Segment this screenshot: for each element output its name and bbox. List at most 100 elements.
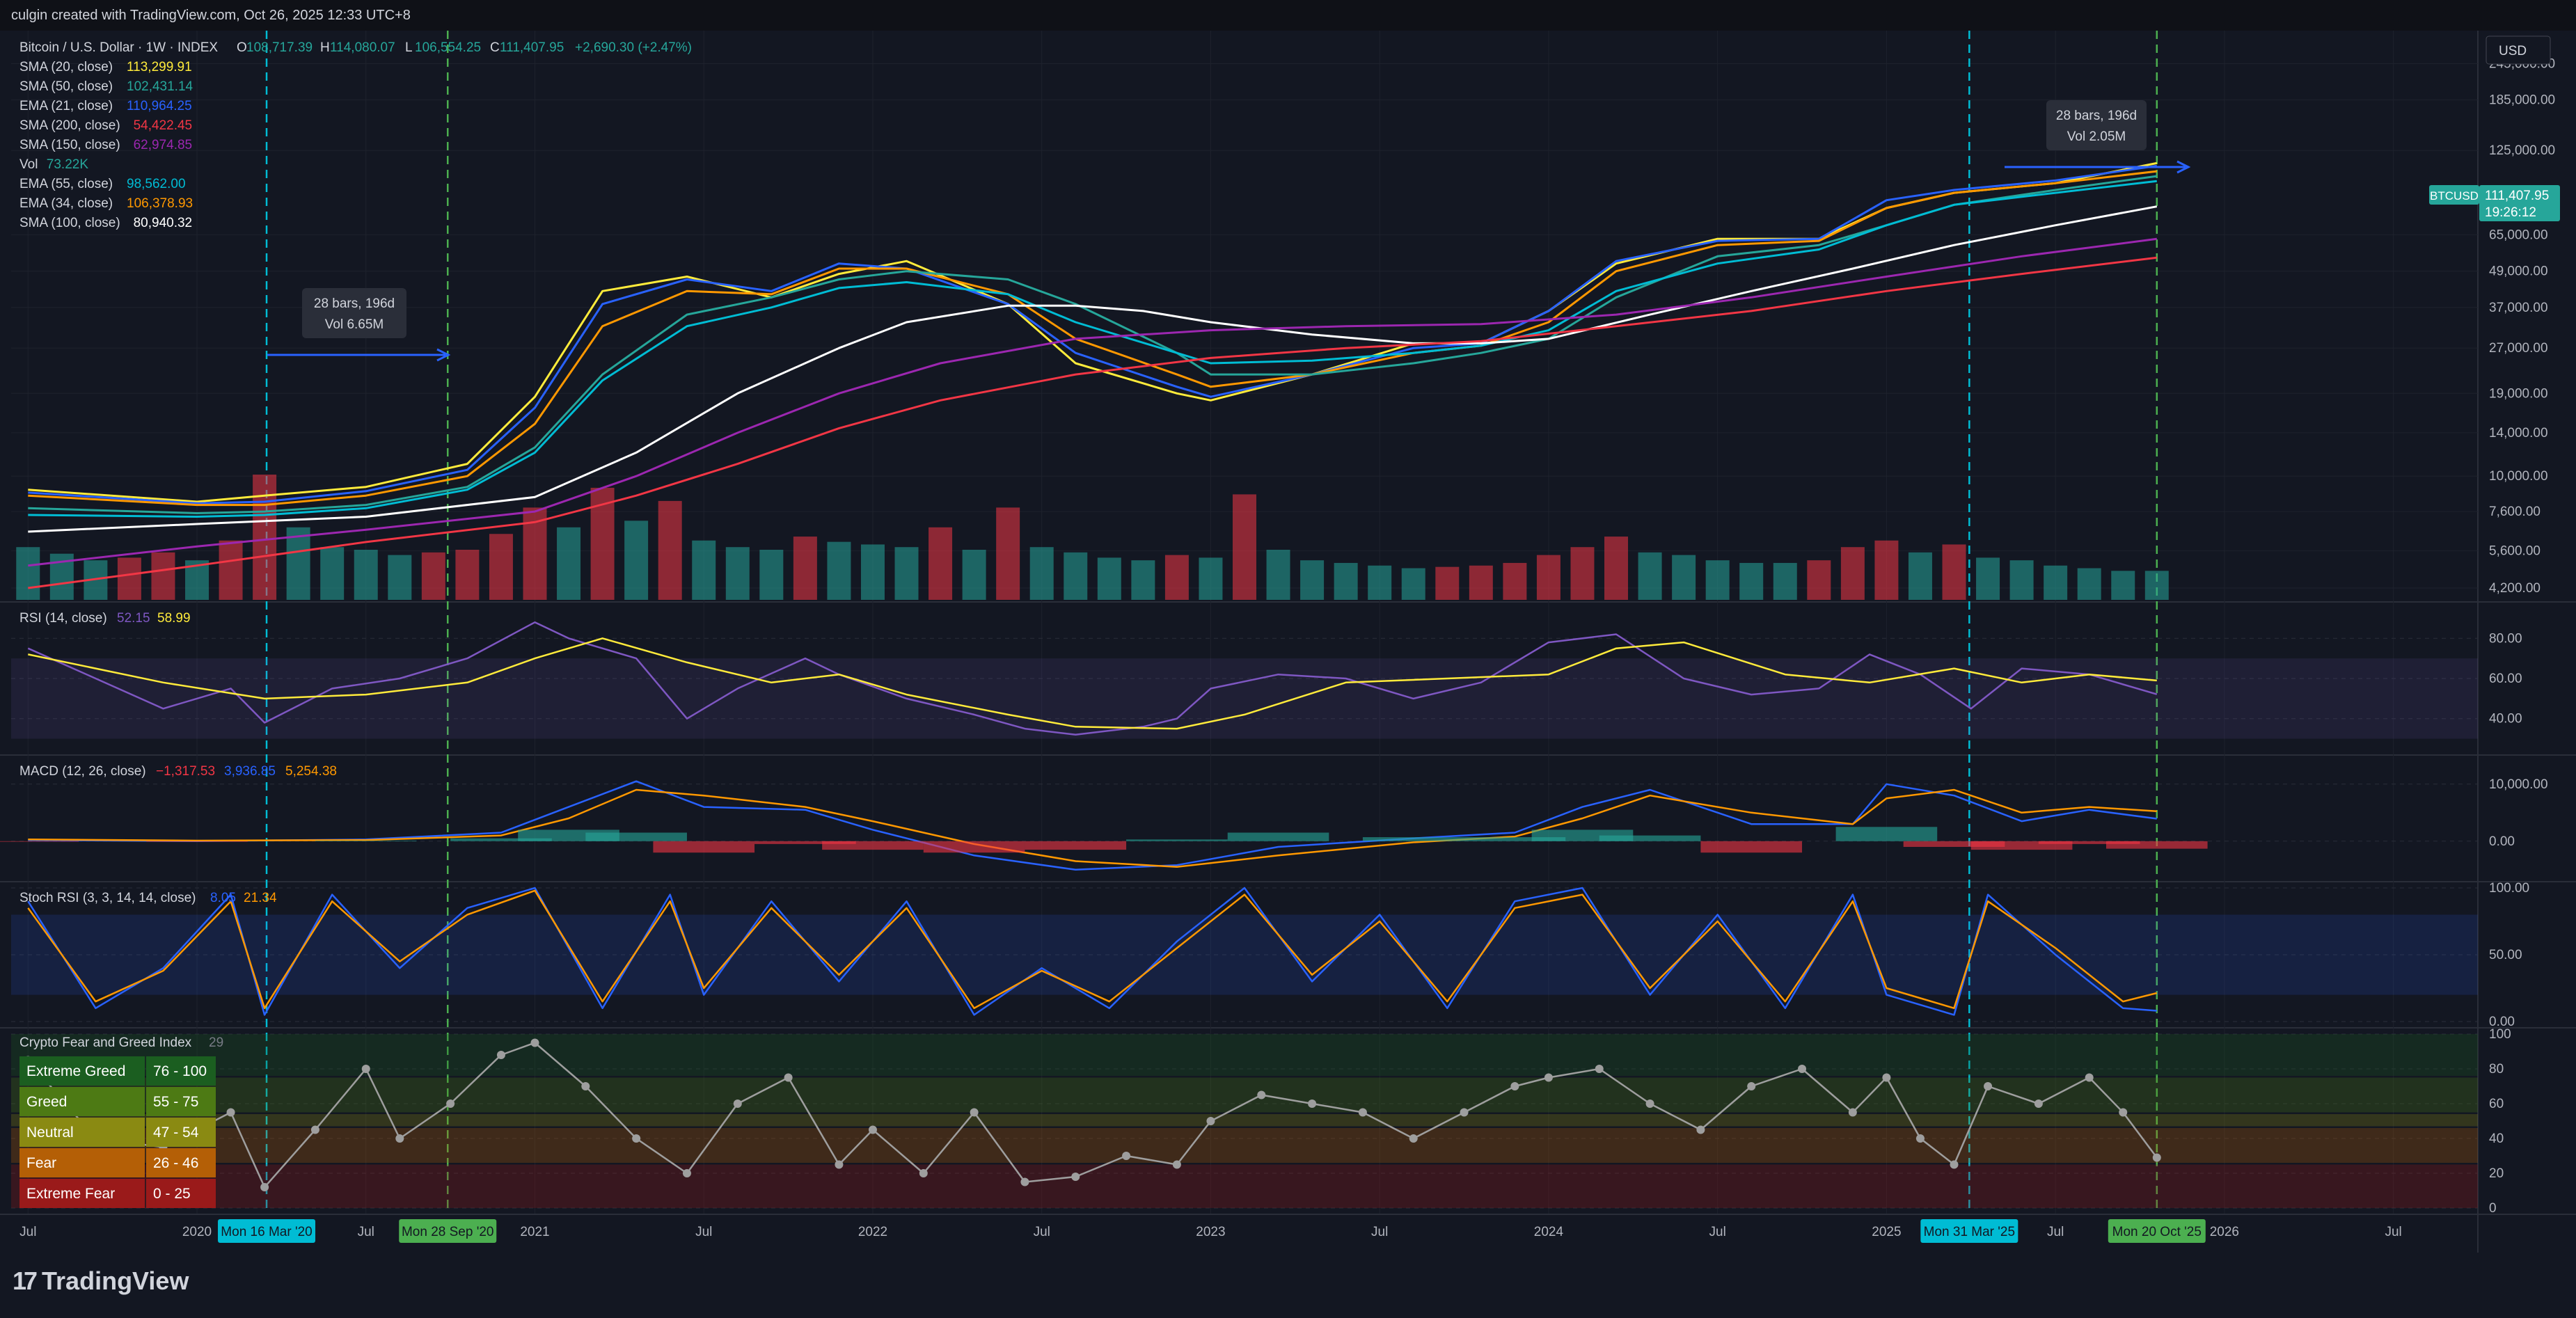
volume-bar [253,475,277,600]
volume-bar [1435,566,1460,600]
fg-point [2034,1099,2043,1108]
fg-point [1172,1160,1181,1169]
volume-bar [1266,550,1290,600]
volume-bar [1164,555,1189,600]
marker-badge-bg [399,1219,497,1243]
indicator-label: SMA (50, close) [19,79,113,94]
fg-table-range: 55 - 75 [153,1094,198,1110]
volume-bar [1874,540,1899,600]
stoch-rsi-lines [11,887,2478,1016]
range-box-1-bars: 28 bars, 196d [314,296,395,311]
price-tick-label: 14,000.00 [2489,426,2548,440]
fg-legend: Crypto Fear and Greed Index 29 [19,1035,223,1050]
fg-table-name: Extreme Greed [26,1063,125,1079]
volume-bar [1233,494,1256,600]
volume-bar [1976,557,2000,600]
volume-bar [2077,568,2101,600]
price-tick-label: 5,600.00 [2489,544,2541,559]
fg-tick-label: 80 [2489,1062,2504,1077]
indicator-label: SMA (150, close) [19,138,120,152]
fg-table-range: 26 - 46 [153,1155,198,1171]
currency-badge[interactable]: USD [2486,35,2551,65]
fg-label: Crypto Fear and Greed Index [19,1035,192,1050]
range-box-2[interactable]: 28 bars, 196d Vol 2.05M [2005,100,2191,174]
fg-point [1984,1082,1993,1090]
fg-zone-band [11,1114,2478,1127]
price-tick-label: 10,000.00 [2489,469,2548,484]
price-tick-label: 4,200.00 [2489,581,2541,596]
range-arrow-1-head [436,348,451,362]
volume-bar [2144,571,2169,600]
volume-bar [151,552,175,600]
indicator-value: 54,422.45 [134,118,193,133]
stoch-tick-label: 100.00 [2489,881,2529,896]
macd-value-3: 5,254.38 [285,764,337,779]
rsi-label: RSI (14, close) [19,611,107,626]
volume-bar [1029,547,1054,600]
stoch-tick-label: 0.00 [2489,1015,2515,1029]
macd-histogram-bar [1362,837,1464,841]
series-sma-100-close- [28,205,2158,533]
fg-table-name: Fear [26,1155,56,1171]
ohlc-high-key: H [320,40,330,55]
fg-point [1257,1090,1266,1099]
credit-text: culgin created with TradingView.com, Oct… [11,8,411,23]
time-tick-label: 2026 [2210,1225,2239,1239]
tradingview-logo[interactable]: 17 TradingView [13,1267,189,1296]
time-tick-label: 2021 [520,1225,549,1239]
macd-tick-label: 10,000.00 [2489,777,2548,792]
rsi-band [11,658,2478,739]
macd-histogram-bar [146,841,248,842]
fg-table-name: Greed [26,1094,67,1110]
macd-histogram-bar [585,832,687,841]
fg-point [2119,1108,2128,1117]
range-box-1[interactable]: 28 bars, 196d Vol 6.65M [267,288,451,362]
volume-bar [2009,560,2034,600]
macd-histogram-bar [0,841,79,842]
tradingview-logo-text: TradingView [42,1267,189,1295]
volume-bars [16,475,2169,600]
indicator-value: 113,299.91 [127,60,192,74]
macd-histogram-bar [1464,837,1566,841]
rsi-tick-label: 40.00 [2489,712,2522,727]
macd-histogram-bar [2105,841,2208,849]
volume-bar [1097,557,1121,600]
indicator-value: 98,562.00 [127,177,186,191]
fg-table-name-cell [19,1118,145,1147]
fg-point [581,1082,590,1090]
ohlc-close-value: 111,407.95 [500,40,564,55]
time-tick-label: Jul [2385,1225,2401,1239]
indicator-label: EMA (21, close) [19,99,113,113]
ticker-label: BTCUSD [2430,189,2479,203]
last-price-bg [2479,185,2560,221]
marker-lines [265,31,2158,1214]
fg-table-name-cell [19,1087,145,1116]
volume-bar [1199,557,1223,600]
chart-area[interactable]: 245,000.00185,000.00125,000.0065,000.004… [0,31,2576,1253]
fg-table-range: 47 - 54 [153,1125,199,1141]
rsi-value-2: 58.99 [157,611,191,626]
marker-badge-label: Mon 28 Sep '20 [402,1225,494,1239]
volume-bar [860,544,885,600]
fg-point [1747,1082,1756,1090]
fg-tick-label: 0 [2489,1201,2497,1216]
price-tick-label: 65,000.00 [2489,228,2548,242]
fg-point [1510,1082,1519,1090]
volume-bar [1638,552,1662,600]
marker-badge-bg [1920,1219,2018,1243]
indicator-label: SMA (20, close) [19,60,113,74]
fg-point [446,1099,455,1108]
range-box-2-bg [2046,100,2147,150]
macd-histogram-bar [1025,841,1127,850]
fg-table-range-cell [146,1148,216,1177]
volume-bar [117,557,141,600]
volume-bar [1401,568,1425,600]
volume-bar [388,555,412,600]
indicator-label: Vol [19,157,38,172]
fg-point [1915,1134,1925,1143]
volume-bar [1807,560,1831,600]
fg-point [1206,1117,1215,1125]
ohlc-high-value: 114,080.07 [330,40,395,55]
volume-bar [1942,544,1966,600]
macd-lines [0,780,2208,871]
